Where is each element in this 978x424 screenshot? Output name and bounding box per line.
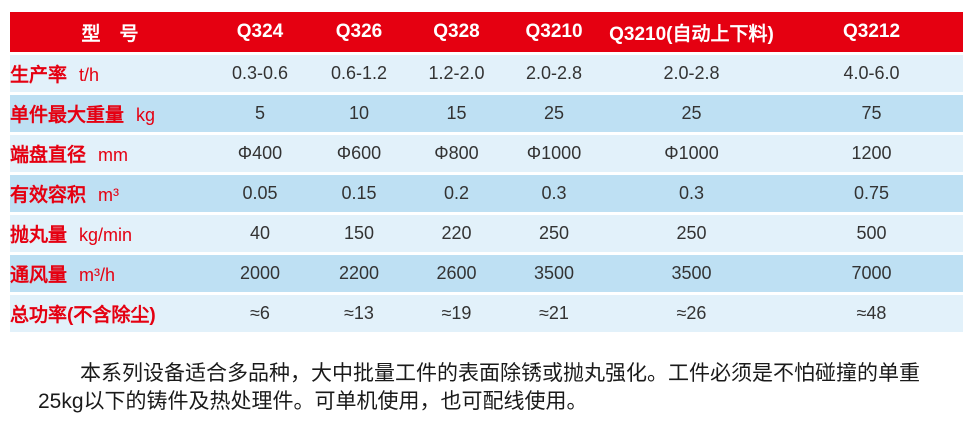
value-cell: 250	[505, 215, 603, 252]
row-unit: kg	[136, 105, 156, 125]
header-model-q3212: Q3212	[780, 12, 963, 52]
table-row-production-rate: 生产率 t/h 0.3-0.6 0.6-1.2 1.2-2.0 2.0-2.8 2…	[10, 55, 963, 92]
value-cell: 10	[310, 95, 408, 132]
value-cell: 2.0-2.8	[603, 55, 780, 92]
row-label: 单件最大重量	[10, 105, 125, 126]
value-cell: 1.2-2.0	[408, 55, 505, 92]
row-label-cell: 单件最大重量 kg	[10, 95, 210, 132]
table-row-ventilation: 通风量 m³/h 2000 2200 2600 3500 3500 7000	[10, 255, 963, 292]
value-cell: 1200	[780, 135, 963, 172]
value-cell: 40	[210, 215, 310, 252]
value-cell: 3500	[505, 255, 603, 292]
value-cell: Φ400	[210, 135, 310, 172]
row-label-cell: 生产率 t/h	[10, 55, 210, 92]
value-cell: 0.15	[310, 175, 408, 212]
header-model-q3210-auto: Q3210(自动上下料)	[603, 12, 780, 52]
value-cell: 15	[408, 95, 505, 132]
table-row-max-piece-weight: 单件最大重量 kg 5 10 15 25 25 75	[10, 95, 963, 132]
row-unit: m³	[98, 185, 120, 205]
table-row-total-power: 总功率(不含除尘) ≈6 ≈13 ≈19 ≈21 ≈26 ≈48	[10, 295, 963, 332]
value-cell: ≈13	[310, 295, 408, 332]
value-cell: 500	[780, 215, 963, 252]
value-cell: 3500	[603, 255, 780, 292]
header-row: 型 号 Q324 Q326 Q328 Q3210 Q3210(自动上下料) Q3…	[10, 12, 963, 52]
description-line: 25kg以下的铸件及热处理件。可单机使用，也可配线使用。	[38, 390, 588, 413]
value-cell: 220	[408, 215, 505, 252]
value-cell: 2600	[408, 255, 505, 292]
header-model-q324: Q324	[210, 12, 310, 52]
row-unit: kg/min	[79, 225, 133, 245]
value-cell: Φ1000	[603, 135, 780, 172]
row-label: 总功率(不含除尘)	[10, 305, 156, 326]
row-label: 抛丸量	[10, 225, 68, 246]
value-cell: 25	[603, 95, 780, 132]
value-cell: 0.3	[505, 175, 603, 212]
table-row-end-disc-diameter: 端盘直径 mm Φ400 Φ600 Φ800 Φ1000 Φ1000 1200	[10, 135, 963, 172]
value-cell: 4.0-6.0	[780, 55, 963, 92]
value-cell: 0.75	[780, 175, 963, 212]
row-label: 生产率	[10, 65, 68, 86]
value-cell: ≈48	[780, 295, 963, 332]
row-label: 有效容积	[10, 185, 87, 206]
row-unit: mm	[98, 145, 129, 165]
row-label-cell: 总功率(不含除尘)	[10, 295, 210, 332]
value-cell: 250	[603, 215, 780, 252]
description-paragraph: 本系列设备适合多品种，大中批量工件的表面除锈或抛丸强化。工件必须是不怕碰撞的单重…	[38, 360, 958, 416]
row-label-cell: 端盘直径 mm	[10, 135, 210, 172]
value-cell: Φ1000	[505, 135, 603, 172]
value-cell: 150	[310, 215, 408, 252]
row-unit: t/h	[79, 65, 100, 85]
header-model-q3210: Q3210	[505, 12, 603, 52]
header-model-q326: Q326	[310, 12, 408, 52]
row-unit: m³/h	[79, 265, 116, 285]
value-cell: 25	[505, 95, 603, 132]
table-row-shot-flow: 抛丸量 kg/min 40 150 220 250 250 500	[10, 215, 963, 252]
row-label-cell: 通风量 m³/h	[10, 255, 210, 292]
value-cell: ≈26	[603, 295, 780, 332]
value-cell: Φ600	[310, 135, 408, 172]
value-cell: 0.6-1.2	[310, 55, 408, 92]
spec-table: 型 号 Q324 Q326 Q328 Q3210 Q3210(自动上下料) Q3…	[10, 9, 963, 335]
value-cell: 0.3	[603, 175, 780, 212]
table-row-effective-volume: 有效容积 m³ 0.05 0.15 0.2 0.3 0.3 0.75	[10, 175, 963, 212]
value-cell: 5	[210, 95, 310, 132]
value-cell: 2000	[210, 255, 310, 292]
value-cell: ≈19	[408, 295, 505, 332]
value-cell: 0.05	[210, 175, 310, 212]
value-cell: 0.3-0.6	[210, 55, 310, 92]
value-cell: 0.2	[408, 175, 505, 212]
row-label: 通风量	[10, 265, 68, 286]
row-label-cell: 抛丸量 kg/min	[10, 215, 210, 252]
row-label-cell: 有效容积 m³	[10, 175, 210, 212]
header-model-label: 型 号	[10, 12, 210, 52]
value-cell: 7000	[780, 255, 963, 292]
value-cell: ≈21	[505, 295, 603, 332]
value-cell: 75	[780, 95, 963, 132]
row-label: 端盘直径	[10, 145, 87, 166]
header-model-q328: Q328	[408, 12, 505, 52]
value-cell: 2200	[310, 255, 408, 292]
value-cell: 2.0-2.8	[505, 55, 603, 92]
description-line: 本系列设备适合多品种，大中批量工件的表面除锈或抛丸强化。工件必须是不怕碰撞的单重	[80, 362, 920, 385]
value-cell: Φ800	[408, 135, 505, 172]
value-cell: ≈6	[210, 295, 310, 332]
